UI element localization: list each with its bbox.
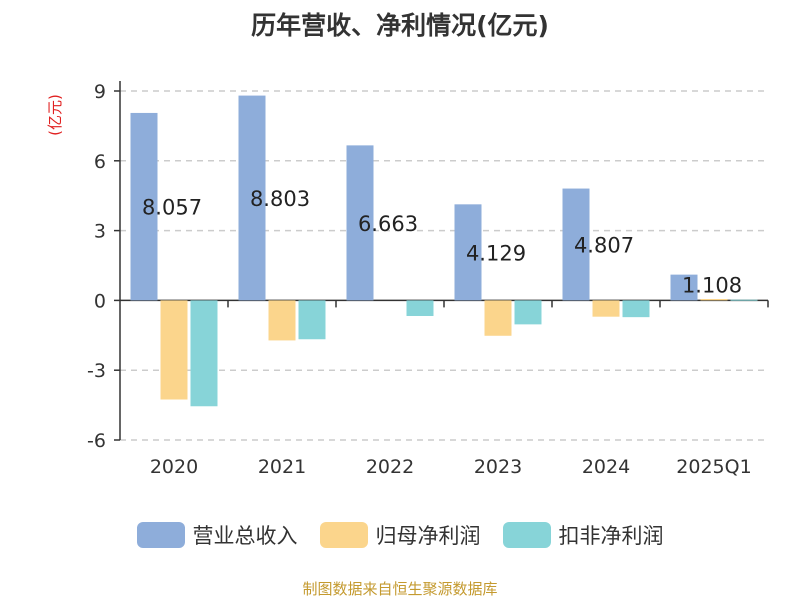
legend-item-deducted-net-profit[interactable]: 扣非净利润 <box>502 520 664 550</box>
bar-series-0[interactable] <box>454 204 482 301</box>
data-source-note: 制图数据来自恒生聚源数据库 <box>302 580 498 598</box>
bar-value-label: 1.108 <box>682 273 742 297</box>
legend-item-net-profit[interactable]: 归母净利润 <box>319 520 481 550</box>
x-tick-label: 2022 <box>366 456 414 478</box>
bar-value-label: 6.663 <box>358 212 418 236</box>
bar-series-2[interactable] <box>514 300 542 325</box>
bar-series-1[interactable] <box>700 299 728 301</box>
x-tick-label: 2021 <box>258 456 306 478</box>
bar-series-2[interactable] <box>190 300 218 407</box>
bar-value-label: 4.129 <box>466 241 526 265</box>
y-tick-label: 0 <box>94 290 106 312</box>
chart-title: 历年营收、净利情况(亿元) <box>251 11 549 40</box>
bar-series-1[interactable] <box>268 300 296 341</box>
legend-swatch-deducted-net-profit <box>502 522 551 548</box>
bar-series-0[interactable] <box>670 274 698 301</box>
grid-lines <box>120 90 768 441</box>
y-tick-label: 3 <box>94 221 106 243</box>
bar-series-0[interactable] <box>562 188 590 301</box>
y-tick-label: -3 <box>87 360 106 382</box>
data-labels: 8.057 8.803 6.663 4.129 4.807 1.108 <box>142 187 742 297</box>
bar-series-2[interactable] <box>622 300 650 318</box>
bar-chart: 9 6 3 0 -3 -6 2020 2021 2022 2023 2024 2025Q1 8.057… <box>46 81 769 478</box>
legend-label-deducted-net-profit: 扣非净利润 <box>558 524 664 548</box>
legend-label-net-profit: 归母净利润 <box>375 524 481 548</box>
bar-value-label: 4.807 <box>574 233 634 257</box>
y-tick-label: -6 <box>87 430 106 452</box>
y-tick-label: 9 <box>94 81 106 103</box>
legend-swatch-revenue <box>136 522 185 548</box>
bar-series-2[interactable] <box>298 300 326 340</box>
legend: 营业总收入 归母净利润 扣非净利润 <box>0 520 800 550</box>
y-axis-label: (亿元) <box>46 94 64 136</box>
legend-label-revenue: 营业总收入 <box>192 524 298 548</box>
bar-value-label: 8.057 <box>142 196 202 220</box>
bar-series-2[interactable] <box>730 299 758 301</box>
y-tick-label: 6 <box>94 151 106 173</box>
bar-series-1[interactable] <box>160 300 188 400</box>
bars <box>130 95 758 407</box>
bar-series-0[interactable] <box>238 95 266 301</box>
bar-series-1[interactable] <box>484 300 512 336</box>
bar-series-0[interactable] <box>130 112 158 301</box>
bar-series-1[interactable] <box>592 300 620 317</box>
bar-value-label: 8.803 <box>250 187 310 211</box>
bar-series-2[interactable] <box>406 300 434 316</box>
axes: 9 6 3 0 -3 -6 2020 2021 2022 2023 2024 2025Q1 <box>87 81 769 478</box>
x-tick-label: 2025Q1 <box>676 456 751 478</box>
x-tick-label: 2023 <box>474 456 522 478</box>
x-tick-label: 2024 <box>582 456 630 478</box>
x-tick-label: 2020 <box>150 456 198 478</box>
bar-series-0[interactable] <box>346 145 374 301</box>
legend-swatch-net-profit <box>319 522 368 548</box>
legend-item-revenue[interactable]: 营业总收入 <box>136 520 298 550</box>
